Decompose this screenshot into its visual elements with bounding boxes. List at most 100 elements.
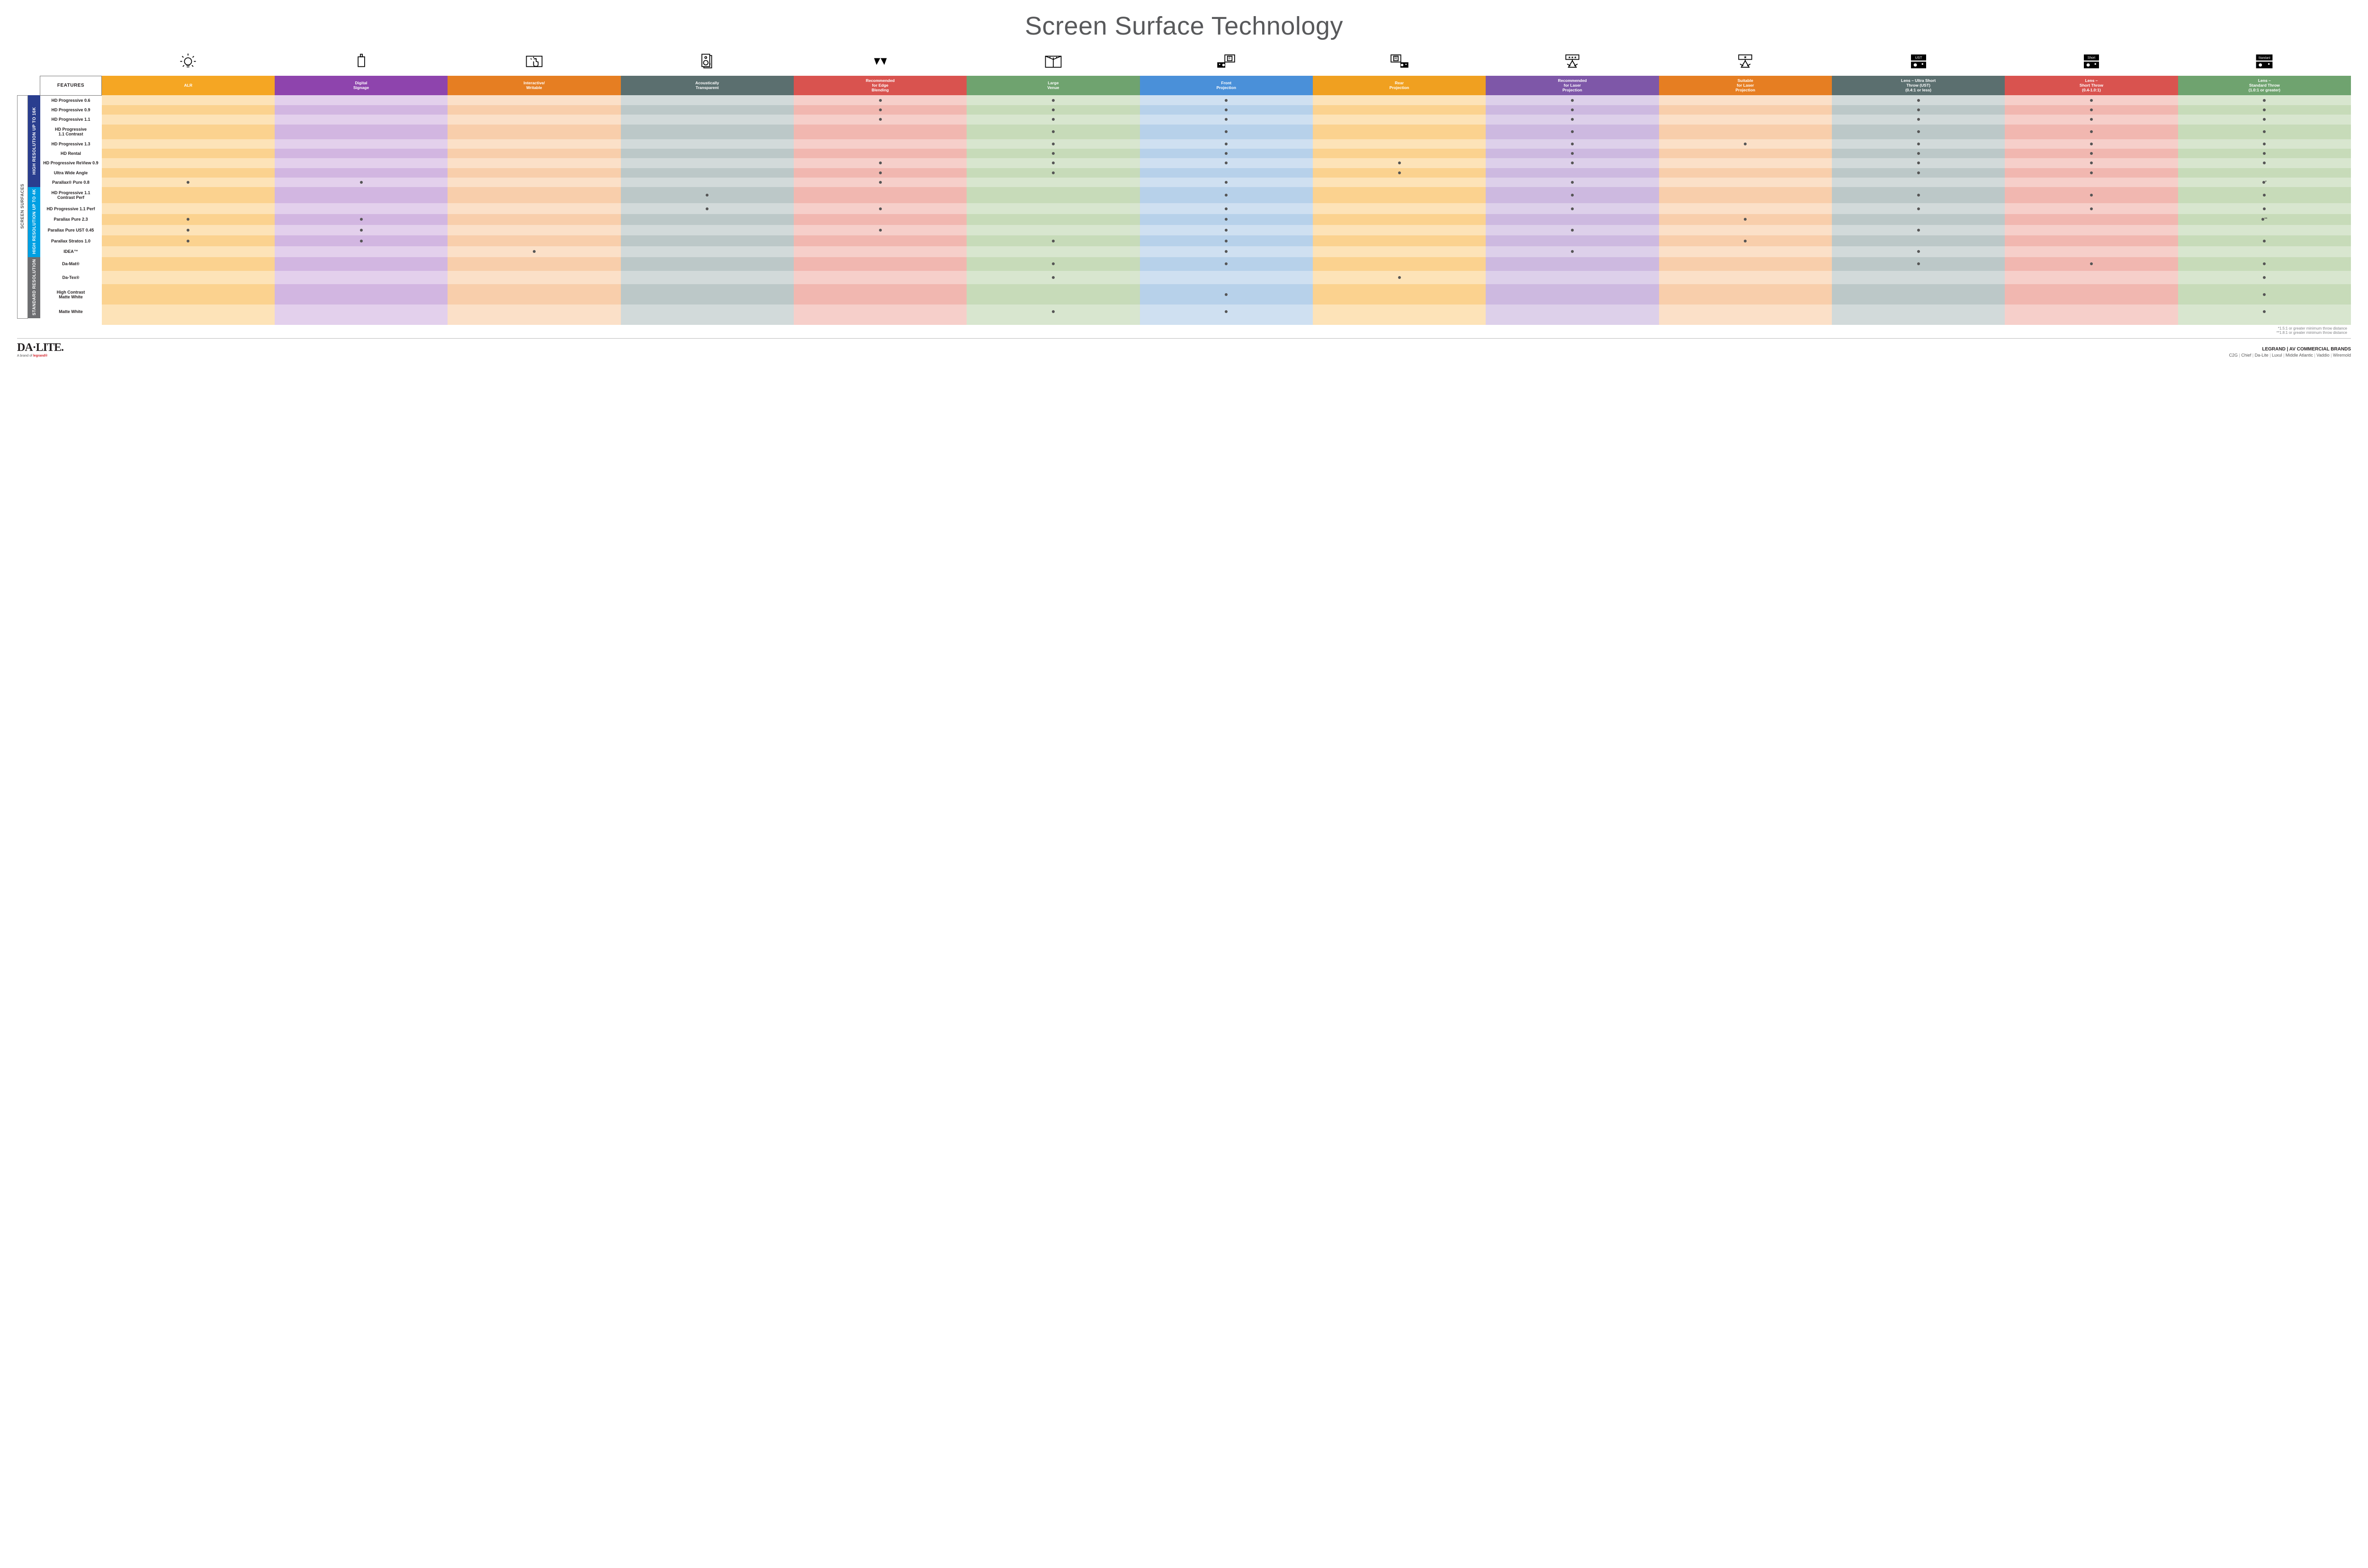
col-header-suitlaser: Suitablefor LaserProjection (1659, 76, 1832, 95)
cell-alr (102, 246, 275, 257)
cell-ust (1832, 168, 2005, 178)
table-row: HD Progressive ReView 0.9 (18, 158, 2351, 168)
cell-signage (275, 139, 448, 149)
col-header-ust: Lens – Ultra ShortThrow (UST)(0.4:1 or l… (1832, 76, 2005, 95)
cell-rear (1313, 187, 1486, 203)
cell-signage (275, 235, 448, 246)
cell-large (967, 235, 1139, 246)
cell-rear (1313, 305, 1486, 318)
brand-item: Wiremold (2333, 353, 2351, 358)
cell-ust (1832, 246, 2005, 257)
cell-acoustic (621, 115, 794, 124)
table-row: HD Progressive 1.1 Perf (18, 203, 2351, 214)
cell-short (2005, 178, 2178, 187)
sidebar-outer: SCREEN SURFACES (18, 95, 28, 318)
cell-reclaser (1486, 105, 1659, 115)
cell-alr (102, 305, 275, 318)
table-row: IDEA™ (18, 246, 2351, 257)
cell-large (967, 257, 1139, 271)
cell-std (2178, 187, 2351, 203)
cell-reclaser (1486, 187, 1659, 203)
cell-interactive (448, 257, 620, 271)
cell-ust (1832, 115, 2005, 124)
cell-interactive (448, 271, 620, 285)
cell-interactive (448, 158, 620, 168)
cell-reclaser (1486, 125, 1659, 139)
sidebar-hi16k: HIGH RESOLUTION UP TO 16K (28, 95, 40, 187)
cell-reclaser (1486, 225, 1659, 236)
cell-edge (794, 305, 967, 318)
cell-interactive (448, 115, 620, 124)
col-icon-ust: UST (1832, 49, 2005, 76)
row-label: HD Progressive 0.6 (40, 95, 102, 105)
cell-signage (275, 149, 448, 158)
cell-signage (275, 271, 448, 285)
cell-large (967, 95, 1139, 105)
table-row: SCREEN SURFACESHIGH RESOLUTION UP TO 16K… (18, 95, 2351, 105)
cell-rear (1313, 95, 1486, 105)
brand-item: Vaddio (2316, 353, 2333, 358)
cell-edge (794, 225, 967, 236)
cell-rear (1313, 235, 1486, 246)
cell-short (2005, 115, 2178, 124)
cell-reclaser (1486, 305, 1659, 318)
col-header-reclaser: Recommendedfor LaserProjection (1486, 76, 1659, 95)
col-header-acoustic: AcousticallyTransparent (621, 76, 794, 95)
cell-interactive (448, 246, 620, 257)
comparison-table: FR★★★★USTShortStandardFEATURESALRDigital… (17, 49, 2351, 335)
brands-title: LEGRAND | AV COMMERCIAL BRANDS (2229, 347, 2351, 352)
cell-reclaser (1486, 203, 1659, 214)
row-label: Matte White (40, 305, 102, 318)
cell-interactive (448, 187, 620, 203)
cell-signage (275, 284, 448, 305)
cell-acoustic (621, 95, 794, 105)
row-label: Da-Tex® (40, 271, 102, 285)
svg-text:★: ★ (1744, 55, 1747, 59)
brand-item: Chief (2241, 353, 2254, 358)
cell-front (1140, 214, 1313, 225)
cell-front (1140, 257, 1313, 271)
cell-reclaser (1486, 95, 1659, 105)
svg-text:★★★: ★★★ (1568, 55, 1577, 59)
cell-rear (1313, 246, 1486, 257)
cell-rear (1313, 158, 1486, 168)
cell-front (1140, 187, 1313, 203)
cell-edge (794, 187, 967, 203)
footnotes: *1.5:1 or greater minimum throw distance… (102, 325, 2351, 335)
cell-edge (794, 168, 967, 178)
cell-reclaser (1486, 139, 1659, 149)
cell-suitlaser (1659, 115, 1832, 124)
table-row: Ultra Wide Angle (18, 168, 2351, 178)
cell-ust (1832, 178, 2005, 187)
table-row: Da-Tex® (18, 271, 2351, 285)
cell-large (967, 214, 1139, 225)
col-icon-alr (102, 49, 275, 76)
cell-signage (275, 225, 448, 236)
cell-std (2178, 158, 2351, 168)
cell-ust (1832, 105, 2005, 115)
cell-edge (794, 235, 967, 246)
row-label: Parallax Pure 2.3 (40, 214, 102, 225)
cell-ust (1832, 305, 2005, 318)
cell-ust (1832, 149, 2005, 158)
cell-acoustic (621, 246, 794, 257)
cell-rear (1313, 149, 1486, 158)
cell-rear (1313, 257, 1486, 271)
cell-suitlaser (1659, 203, 1832, 214)
cell-front (1140, 125, 1313, 139)
cell-alr (102, 214, 275, 225)
cell-large (967, 187, 1139, 203)
cell-large (967, 271, 1139, 285)
cell-short (2005, 235, 2178, 246)
cell-edge (794, 284, 967, 305)
table-row: Parallax Stratos 1.0 (18, 235, 2351, 246)
col-header-std: Lens –Standard Throw(1.0:1 or greater) (2178, 76, 2351, 95)
brand-item: Da-Lite (2255, 353, 2272, 358)
col-icon-edge (794, 49, 967, 76)
cell-edge (794, 139, 967, 149)
cell-interactive (448, 178, 620, 187)
row-label: HD Progressive 0.9 (40, 105, 102, 115)
cell-std (2178, 305, 2351, 318)
cell-acoustic (621, 168, 794, 178)
cell-suitlaser (1659, 214, 1832, 225)
